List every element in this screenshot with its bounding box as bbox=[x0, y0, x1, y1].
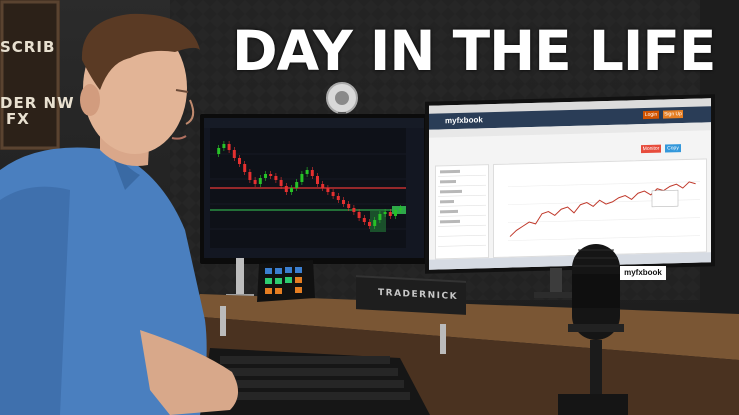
candle bbox=[248, 172, 252, 180]
candle bbox=[217, 148, 221, 154]
candlestick-chart bbox=[204, 118, 424, 258]
candle bbox=[336, 196, 340, 200]
signup-button[interactable]: Sign Up bbox=[663, 110, 683, 119]
myfxbook-sticker: myfxbook bbox=[620, 266, 666, 280]
candle bbox=[284, 186, 288, 192]
candle bbox=[300, 174, 304, 182]
right-monitor: myfxbook Login Sign Up Monitor Copy bbox=[425, 94, 715, 274]
candle bbox=[232, 150, 236, 158]
candle bbox=[258, 178, 262, 184]
growth-line-chart bbox=[508, 181, 700, 241]
price-label bbox=[392, 206, 406, 214]
account-info-panel bbox=[435, 164, 489, 260]
candle bbox=[373, 220, 377, 226]
candle bbox=[279, 180, 283, 186]
candle bbox=[274, 176, 278, 180]
growth-series-line bbox=[509, 181, 696, 237]
candle bbox=[347, 204, 351, 208]
keyboard bbox=[200, 348, 430, 415]
site-logo[interactable]: myfxbook bbox=[445, 115, 483, 126]
candle bbox=[227, 144, 231, 150]
letter-board-line-2: DER NW bbox=[0, 94, 75, 112]
growth-chart-panel bbox=[493, 158, 707, 259]
candle bbox=[253, 180, 257, 184]
candle bbox=[243, 164, 247, 172]
candle bbox=[394, 210, 397, 216]
monitor-button[interactable]: Monitor bbox=[641, 144, 661, 154]
candle bbox=[357, 212, 361, 218]
headline-overlay: DAY IN THE LIFE bbox=[232, 19, 717, 83]
letter-board-line-1: SCRIB bbox=[0, 38, 56, 56]
candle bbox=[238, 158, 241, 164]
candle bbox=[264, 174, 267, 178]
right-monitor-stand bbox=[534, 268, 580, 298]
candle bbox=[321, 184, 325, 188]
candle bbox=[362, 218, 366, 222]
candle bbox=[269, 174, 273, 176]
candle bbox=[331, 192, 335, 196]
left-monitor bbox=[200, 114, 428, 264]
candle bbox=[295, 182, 299, 188]
letter-board bbox=[0, 0, 60, 150]
candle bbox=[222, 144, 226, 148]
candle bbox=[305, 170, 309, 174]
candle bbox=[290, 188, 293, 192]
candle bbox=[352, 208, 356, 212]
candle bbox=[368, 222, 371, 226]
microphone bbox=[558, 244, 628, 415]
candle bbox=[383, 212, 387, 214]
browser-window: myfxbook Login Sign Up Monitor Copy bbox=[429, 98, 711, 270]
login-button[interactable]: Login bbox=[643, 110, 659, 120]
candle bbox=[399, 208, 403, 210]
candle bbox=[388, 212, 392, 216]
chart-tooltip bbox=[651, 189, 679, 208]
person bbox=[0, 13, 239, 415]
candle bbox=[378, 214, 382, 220]
candle bbox=[310, 170, 314, 176]
candle bbox=[326, 188, 330, 192]
stream-deck bbox=[257, 260, 315, 302]
candle bbox=[342, 200, 345, 204]
copy-button[interactable]: Copy bbox=[665, 144, 681, 153]
position-box bbox=[370, 210, 386, 232]
letter-board-line-3: FX bbox=[6, 110, 30, 128]
candle bbox=[316, 176, 319, 184]
